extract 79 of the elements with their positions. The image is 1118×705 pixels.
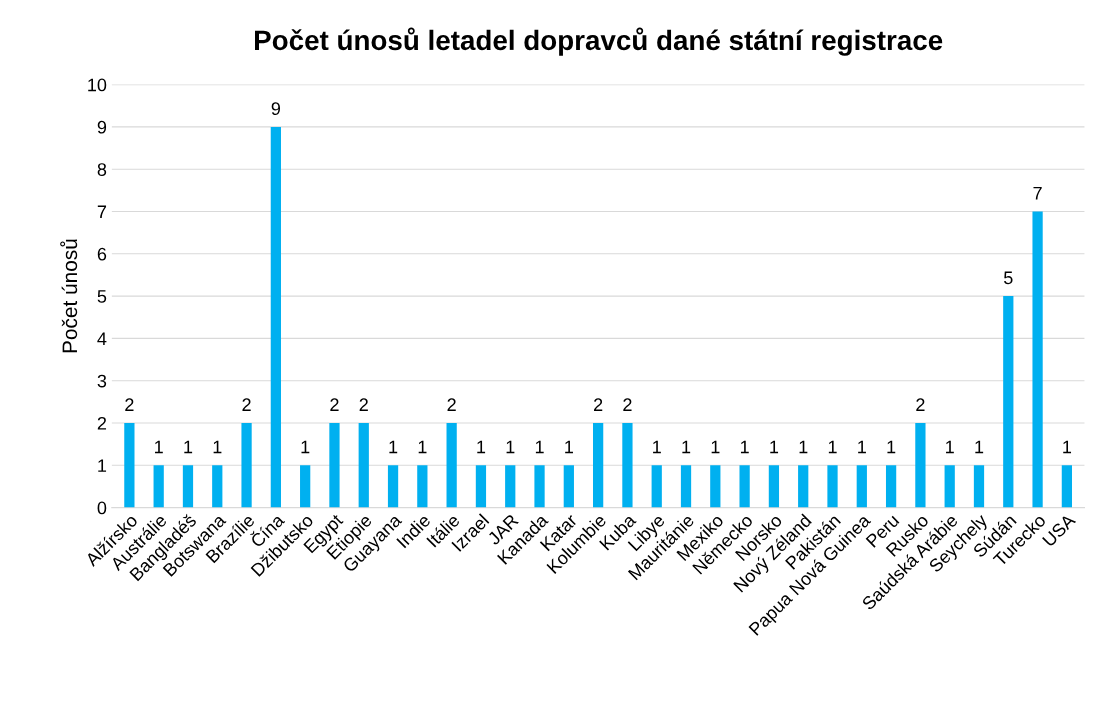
data-label: 1 bbox=[506, 440, 515, 454]
data-label: 1 bbox=[858, 440, 866, 454]
bar bbox=[241, 423, 252, 508]
data-label: 1 bbox=[740, 440, 749, 454]
bar bbox=[505, 465, 516, 508]
y-tick-label: 8 bbox=[97, 163, 107, 176]
bar bbox=[651, 465, 662, 508]
bar bbox=[622, 423, 633, 508]
chart-title: Počet únosů letadel dopravců dané státní registrace bbox=[255, 27, 943, 56]
bar bbox=[944, 465, 955, 508]
y-tick-label: 7 bbox=[97, 205, 107, 219]
data-label: 1 bbox=[1063, 440, 1072, 454]
bar bbox=[270, 126, 281, 508]
bar bbox=[212, 465, 223, 508]
data-label: 1 bbox=[828, 440, 837, 454]
bar bbox=[739, 465, 750, 508]
bar bbox=[593, 423, 604, 508]
bar bbox=[915, 423, 926, 508]
y-tick-label: 9 bbox=[97, 120, 107, 134]
data-label: 1 bbox=[975, 440, 984, 454]
y-tick-label: 5 bbox=[97, 290, 107, 303]
data-label: 1 bbox=[887, 440, 896, 454]
y-tick-label: 1 bbox=[98, 459, 107, 472]
data-label: 2 bbox=[242, 398, 251, 411]
data-label: 7 bbox=[1033, 187, 1042, 200]
bar bbox=[153, 465, 164, 508]
data-label: 5 bbox=[1003, 271, 1013, 285]
bar bbox=[1032, 211, 1043, 508]
data-label: 1 bbox=[301, 440, 310, 454]
data-label: 1 bbox=[711, 440, 720, 454]
bar bbox=[446, 423, 457, 508]
data-label: 2 bbox=[359, 398, 368, 411]
data-label: 2 bbox=[447, 398, 456, 411]
y-tick-label: 4 bbox=[97, 332, 107, 345]
data-label: 1 bbox=[184, 440, 193, 454]
y-tick-label: 2 bbox=[97, 416, 107, 430]
bar bbox=[710, 465, 721, 508]
data-label: 1 bbox=[770, 440, 779, 454]
bar bbox=[329, 423, 340, 508]
bar bbox=[798, 465, 809, 508]
data-label: 2 bbox=[623, 398, 632, 411]
data-label: 1 bbox=[213, 440, 222, 454]
data-label: 1 bbox=[155, 440, 163, 454]
data-label: 2 bbox=[594, 398, 603, 411]
bar bbox=[768, 465, 780, 508]
bar bbox=[563, 465, 574, 508]
bar bbox=[885, 465, 897, 508]
bar bbox=[387, 465, 399, 508]
bar bbox=[534, 465, 545, 508]
data-label: 2 bbox=[125, 398, 134, 411]
data-label: 1 bbox=[565, 440, 573, 454]
bar bbox=[417, 465, 428, 508]
data-label: 1 bbox=[535, 440, 544, 454]
bar bbox=[856, 465, 867, 508]
y-tick-label: 3 bbox=[97, 374, 107, 388]
y-tick-label: 10 bbox=[88, 78, 107, 92]
bar bbox=[1061, 465, 1073, 508]
data-label: 1 bbox=[946, 440, 954, 454]
bar bbox=[300, 465, 311, 508]
bar bbox=[358, 423, 369, 508]
bar bbox=[827, 465, 838, 508]
data-label: 1 bbox=[682, 440, 691, 454]
data-label: 1 bbox=[418, 440, 427, 454]
data-label: 1 bbox=[799, 440, 808, 454]
data-label: 1 bbox=[389, 440, 398, 454]
y-axis-title: Počet únosů bbox=[60, 239, 78, 353]
y-tick-label: 6 bbox=[97, 247, 107, 261]
bar bbox=[680, 465, 692, 508]
data-label: 2 bbox=[330, 398, 339, 411]
data-label: 2 bbox=[916, 398, 925, 411]
data-label: 9 bbox=[271, 102, 281, 115]
bar bbox=[475, 465, 487, 508]
bar bbox=[973, 465, 985, 508]
bar bbox=[124, 423, 135, 508]
bar bbox=[182, 465, 194, 508]
data-label: 1 bbox=[653, 440, 661, 454]
bar bbox=[1003, 296, 1014, 508]
y-tick-label: 0 bbox=[97, 501, 107, 515]
data-label: 1 bbox=[477, 440, 486, 454]
